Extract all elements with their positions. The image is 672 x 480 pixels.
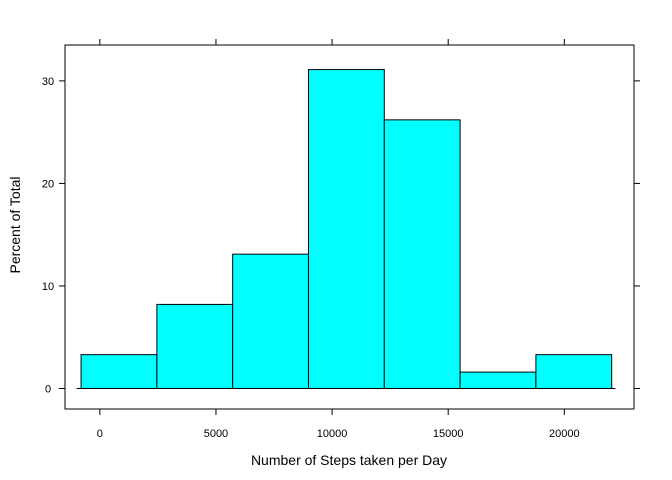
- x-axis-ticks: 0 5000 10000 15000 20000: [97, 39, 580, 440]
- bars-group: [80, 69, 613, 389]
- x-tick-label: 5000: [204, 428, 228, 440]
- y-tick-label: 0: [45, 383, 51, 395]
- plot-frame: [64, 44, 635, 410]
- histogram-bar: [156, 303, 234, 389]
- histogram-bar: [535, 354, 613, 389]
- histogram-bar: [383, 119, 461, 389]
- y-axis-label: Percent of Total: [7, 176, 23, 273]
- y-tick-label: 10: [42, 281, 54, 293]
- histogram-bar: [307, 69, 385, 389]
- histogram-bar: [80, 354, 158, 389]
- x-tick-label: 10000: [317, 428, 348, 440]
- x-tick-label: 0: [97, 428, 103, 440]
- y-tick-label: 20: [42, 178, 54, 190]
- x-axis-label: Number of Steps taken per Day: [251, 452, 447, 468]
- y-axis-ticks: 0 10 20 30: [42, 76, 640, 395]
- y-tick-label: 30: [42, 76, 54, 88]
- x-tick-label: 15000: [433, 428, 464, 440]
- histogram-bar: [459, 371, 537, 389]
- x-tick-label: 20000: [549, 428, 580, 440]
- histogram-bar: [232, 253, 309, 389]
